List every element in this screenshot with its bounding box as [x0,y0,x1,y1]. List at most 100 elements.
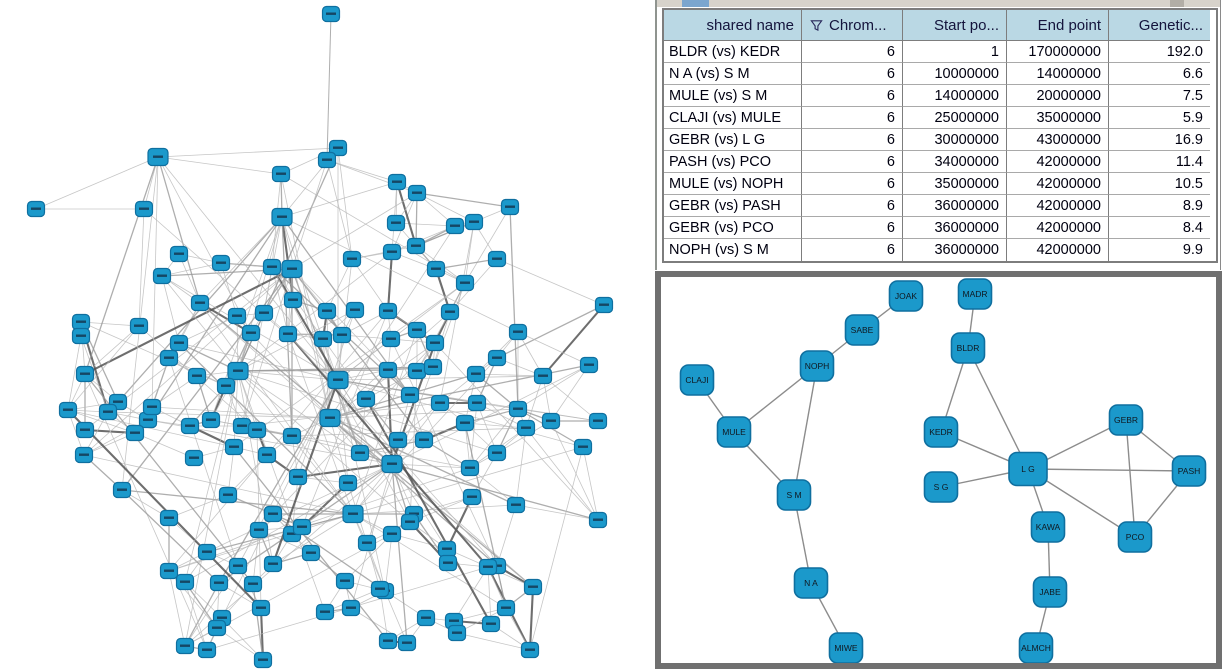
column-header-genetic[interactable]: Genetic... [1109,10,1210,41]
column-header-shared-name[interactable]: shared name [664,10,802,41]
network-edge[interactable] [287,333,498,567]
cell-shared-name[interactable]: GEBR (vs) PASH [664,195,802,217]
network-edge[interactable] [67,325,140,411]
cell-end-point[interactable]: 170000000 [1007,41,1109,63]
cell-start-position[interactable]: 25000000 [903,107,1007,129]
cell-genetic[interactable]: 8.9 [1109,195,1210,217]
network-edge[interactable] [161,275,180,344]
network-edge[interactable] [434,342,599,521]
cell-end-point[interactable]: 42000000 [1007,217,1109,239]
network-edge[interactable] [344,533,393,582]
network-edge[interactable] [138,208,145,327]
network-edge[interactable] [464,422,527,429]
network-edge[interactable] [391,463,599,521]
network-edge[interactable] [351,258,389,312]
network-edge[interactable] [147,216,283,421]
network-edge[interactable] [509,206,519,410]
subnetwork-node[interactable] [923,471,959,503]
network-edge[interactable] [252,583,264,661]
network-edge[interactable] [525,375,544,429]
network-edge[interactable] [291,268,425,441]
network-edge[interactable] [84,156,159,375]
scrollbar-thumb-icon[interactable] [682,0,709,7]
network-edge[interactable] [515,427,527,506]
network-edge[interactable] [391,533,448,550]
subnetwork-node[interactable] [793,567,829,599]
subnetwork-node[interactable] [957,278,993,310]
table-row[interactable]: PASH (vs) PCO 6 34000000 42000000 11.4 [664,151,1216,173]
network-edge[interactable] [329,417,498,567]
network-edge[interactable] [326,159,398,183]
network-edge[interactable] [582,446,599,521]
network-edge[interactable] [168,570,186,647]
network-edge[interactable] [517,364,590,410]
network-edge[interactable] [525,427,599,521]
subnetwork-node[interactable] [1171,455,1207,487]
cell-end-point[interactable]: 14000000 [1007,63,1109,85]
subnetwork-node[interactable] [888,280,924,312]
cell-start-position[interactable]: 36000000 [903,195,1007,217]
cell-shared-name[interactable]: CLAJI (vs) MULE [664,107,802,129]
table-row[interactable]: N A (vs) S M 6 10000000 14000000 6.6 [664,63,1216,85]
cell-genetic[interactable]: 11.4 [1109,151,1210,173]
network-edge[interactable] [329,417,349,484]
network-edge[interactable] [337,379,584,448]
subnetwork-node[interactable] [716,416,752,448]
cell-chromosome[interactable]: 6 [802,85,903,107]
network-edge[interactable] [237,370,411,523]
network-edge[interactable] [476,402,498,454]
network-edge[interactable] [199,302,393,465]
network-edge[interactable] [469,408,519,469]
network-edge[interactable] [168,310,389,572]
network-edge[interactable] [241,216,283,427]
cell-genetic[interactable]: 192.0 [1109,41,1210,63]
network-edge[interactable] [329,417,393,465]
network-edge[interactable] [529,446,584,651]
network-edge[interactable] [83,454,354,515]
table-row[interactable]: GEBR (vs) L G 6 30000000 43000000 16.9 [664,129,1216,151]
cell-genetic[interactable]: 8.4 [1109,217,1210,239]
network-edge[interactable] [456,632,531,651]
network-edge[interactable] [80,321,140,327]
network-edge[interactable] [352,513,507,609]
subnetwork-node[interactable] [1117,521,1153,553]
cell-genetic[interactable]: 7.5 [1109,85,1210,107]
network-edge[interactable] [326,159,353,260]
network-edge[interactable] [464,221,475,284]
column-header-end-point[interactable]: End point [1007,10,1109,41]
scrollbar-handle-icon[interactable] [1170,0,1184,7]
network-edge[interactable] [271,266,339,381]
cell-end-point[interactable]: 43000000 [1007,129,1109,151]
cell-start-position[interactable]: 14000000 [903,85,1007,107]
subnetwork-node[interactable] [844,314,880,346]
network-edge[interactable] [199,302,331,419]
network-edge[interactable] [272,513,386,592]
cell-chromosome[interactable]: 6 [802,151,903,173]
subnetwork-node[interactable] [950,332,986,364]
network-edge[interactable] [121,489,354,515]
table-row[interactable]: GEBR (vs) PCO 6 36000000 42000000 8.4 [664,217,1216,239]
table-row[interactable]: BLDR (vs) KEDR 6 1 170000000 192.0 [664,41,1216,63]
network-edge[interactable] [199,302,354,515]
network-edge[interactable] [241,268,293,427]
network-edge[interactable] [281,216,519,333]
table-row[interactable]: NOPH (vs) S M 6 36000000 42000000 9.9 [664,239,1216,261]
network-edge[interactable] [84,325,140,375]
network-edge[interactable] [496,304,605,359]
network-edge[interactable] [67,335,82,411]
network-edge[interactable] [416,192,475,223]
cell-shared-name[interactable]: PASH (vs) PCO [664,151,802,173]
network-edge[interactable] [469,402,478,469]
cell-shared-name[interactable]: MULE (vs) NOPH [664,173,802,195]
network-edge[interactable] [220,262,238,317]
cell-shared-name[interactable]: MULE (vs) S M [664,85,802,107]
network-edge[interactable] [35,156,159,210]
network-edge[interactable] [337,282,466,381]
cell-chromosome[interactable]: 6 [802,129,903,151]
network-edge[interactable] [337,258,353,381]
network-edge[interactable] [233,282,466,448]
network-edge[interactable] [184,581,208,651]
network-edge[interactable] [250,268,293,334]
subnetwork-edge[interactable] [1027,468,1190,472]
network-edge[interactable] [528,586,535,651]
